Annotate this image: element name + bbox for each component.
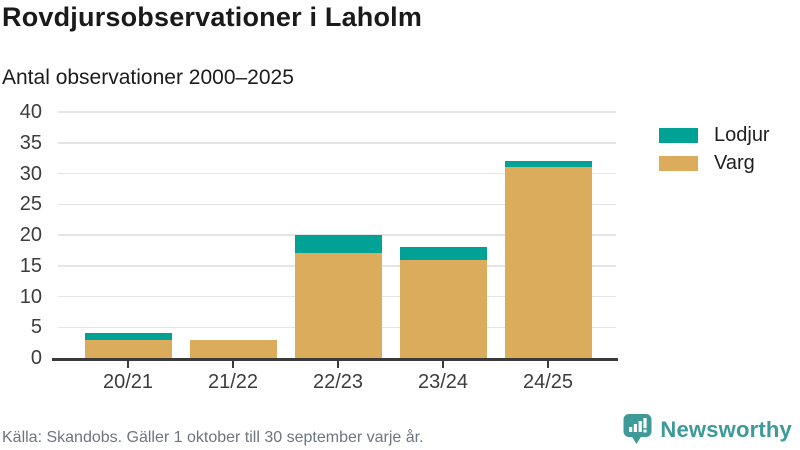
bar-23/24-varg <box>399 259 487 358</box>
gridline-30 <box>58 172 616 175</box>
x-tick-label: 21/22 <box>207 371 259 393</box>
bar-24/25-varg <box>504 167 592 358</box>
y-tick-label: 30 <box>19 162 42 185</box>
bar-23/24-lodjur <box>399 247 487 260</box>
bar-20/21-varg <box>84 339 172 358</box>
bar-22/23-varg <box>294 253 382 358</box>
legend-swatch-lodjur <box>659 127 698 143</box>
y-tick-label: 20 <box>19 224 42 246</box>
legend-label-varg: Varg <box>714 151 755 174</box>
gridline-25 <box>58 203 616 205</box>
legend-item-lodjur: Lodjur <box>659 123 770 146</box>
y-tick-label: 0 <box>30 347 42 369</box>
newsworthy-icon <box>623 414 652 444</box>
y-tick-label: 10 <box>19 285 42 308</box>
legend-swatch-varg <box>659 155 698 171</box>
chart-title: Rovdjursobservationer i Laholm <box>2 2 423 32</box>
source-note: Källa: Skandobs. Gäller 1 oktober till 3… <box>2 429 424 446</box>
legend-label-lodjur: Lodjur <box>714 123 770 146</box>
x-tick-label: 22/23 <box>312 371 364 393</box>
gridline-20 <box>58 234 616 236</box>
gridline-40 <box>58 111 616 113</box>
x-tick-label: 23/24 <box>417 371 469 393</box>
gridline-35 <box>58 142 616 144</box>
x-tick-label: 20/21 <box>102 371 154 393</box>
bar-20/21-lodjur <box>84 333 172 340</box>
bar-22/23-lodjur <box>294 235 382 254</box>
chart-subtitle: Antal observationer 2000–2025 <box>2 66 294 89</box>
x-tick <box>546 361 550 368</box>
brand-logo: Newsworthy <box>622 413 792 446</box>
y-tick-label: 15 <box>19 254 42 277</box>
legend-item-varg: Varg <box>659 151 770 174</box>
x-tick <box>126 361 130 368</box>
y-tick-label: 40 <box>19 101 42 123</box>
y-tick-label: 25 <box>19 193 42 216</box>
x-tick <box>336 361 340 368</box>
x-tick <box>231 361 235 368</box>
x-tick-label: 24/25 <box>522 371 574 393</box>
bar-21/22-varg <box>189 339 277 358</box>
y-tick-label: 5 <box>30 316 42 339</box>
brand-name: Newsworthy <box>660 416 792 442</box>
y-tick-label: 35 <box>19 131 42 154</box>
x-tick <box>441 361 445 368</box>
plot-area <box>52 111 618 361</box>
legend: Lodjur Varg <box>659 123 770 181</box>
bar-24/25-lodjur <box>504 161 592 168</box>
chart-canvas: 0 5 10 15 20 25 30 35 40 20/21 21/22 22/23 23/24 24/2… <box>0 101 800 412</box>
